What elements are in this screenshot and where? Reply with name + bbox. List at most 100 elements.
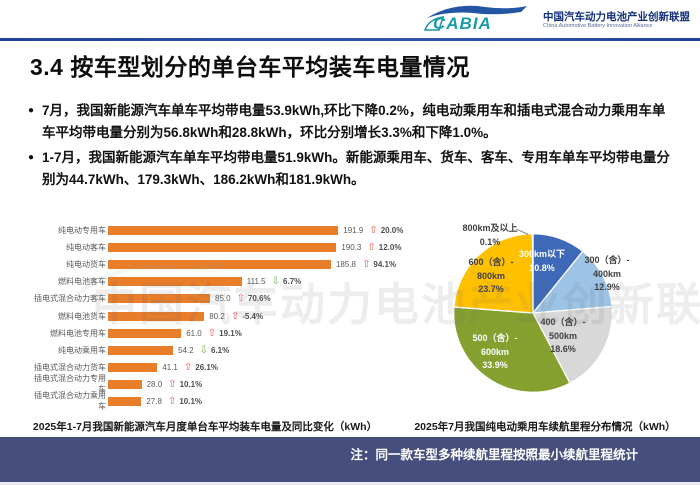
pie-slice-label: 600（含）- 800km 23.7%	[468, 257, 514, 294]
bar-value-label: 28.0	[146, 379, 163, 389]
bullet-list: 7月，我国新能源汽车单车平均带电量53.9kWh,环比下降0.2%，纯电动乘用车…	[28, 100, 678, 194]
bar-row: 燃料电池专用车 61.0 ⇧ 19.1%	[30, 325, 400, 342]
bar-row: 插电式混合动力乘用车 27.8 ⇧ 10.1%	[30, 391, 400, 412]
bottom-strip	[0, 482, 700, 485]
pie-slice-label: 800km及以上 0.1%	[462, 223, 518, 247]
org-name-en: China Automotive Battery Innovation Alli…	[543, 22, 653, 29]
bar-row: 燃料电池货车 80.2 ⇧ -5.4%	[30, 307, 400, 324]
bar-category-label: 插电式混合动力客车	[34, 294, 106, 304]
bar-yoy-label: 6.1%	[211, 345, 230, 355]
logo-block: CABIA 中国汽车动力电池产业创新联盟 China Automotive Ba…	[423, 4, 690, 36]
bar-chart-title: 2025年1-7月我国新能源汽车月度单台车平均装车电量及同比变化（kWh）	[32, 421, 378, 433]
bar	[108, 396, 142, 406]
bar-row: 插电式混合动力货车 41.1 ⇧ 26.1%	[30, 359, 400, 376]
bar	[108, 345, 174, 355]
logo-text: CABIA	[433, 14, 492, 33]
bar-category-label: 燃料电池客车	[58, 277, 106, 287]
bar-yoy-label: 10.1%	[179, 396, 203, 406]
bar-category-label: 纯电动客车	[66, 243, 106, 253]
bar	[108, 362, 158, 372]
down-arrow-icon: ⇩	[199, 344, 208, 356]
pie-svg	[453, 228, 613, 393]
pie-slice-label: 400（含）- 500km 18.6%	[540, 317, 586, 354]
bar-value-label: 80.2	[209, 311, 225, 321]
car-swoosh-icon	[423, 5, 527, 31]
bar-chart: 纯电动专用车 191.9 ⇧ 20.0% 纯电动客车 190.3 ⇧ 12.0% 纯电动货车 18…	[30, 222, 403, 412]
bar-value-label: 111.5	[246, 277, 266, 287]
bar	[108, 328, 182, 338]
bar-row: 插电式混合动力专用车 28.0 ⇧ 10.1%	[30, 374, 400, 395]
bar-category-label: 纯电动乘用车	[58, 345, 106, 355]
bar-category-label: 插电式混合动力乘用车	[34, 391, 106, 412]
bar-yoy-label: 19.1%	[219, 328, 242, 338]
bar-value-label: 54.2	[178, 345, 194, 355]
pie-chart-title: 2025年7月我国纯电动乘用车续航里程分布情况（kWh）	[414, 421, 676, 433]
pie-slice	[453, 233, 534, 314]
up-arrow-icon: ⇧	[168, 378, 177, 390]
bar-category-label: 燃料电池专用车	[50, 328, 106, 338]
bar-yoy-label: -5.4%	[242, 311, 264, 321]
bar-row: 纯电动乘用车 54.2 ⇩ 6.1%	[30, 342, 400, 359]
up-arrow-icon: ⇧	[367, 242, 376, 254]
up-arrow-icon: ⇧	[230, 310, 240, 322]
bar	[108, 243, 337, 253]
bar-category-label: 插电式混合动力货车	[34, 362, 106, 372]
header-divider	[0, 38, 700, 41]
bar-value-label: 190.3	[341, 243, 362, 253]
bar-category-label: 纯电动专用车	[58, 226, 106, 236]
bar-row: 纯电动货车 185.8 ⇧ 94.1%	[30, 256, 400, 273]
bar-value-label: 27.8	[146, 396, 162, 406]
pie-slice-label: 300km以下 10.8%	[518, 249, 566, 273]
header: CABIA 中国汽车动力电池产业创新联盟 China Automotive Ba…	[0, 0, 700, 38]
page-title: 3.4 按车型划分的单台车平均装车电量情况	[30, 54, 470, 80]
bar-category-label: 插电式混合动力专用车	[34, 374, 106, 395]
pie-slice-label: 300（含）- 400km 12.9%	[584, 255, 630, 292]
bar	[108, 294, 210, 304]
pie-chart: 300km以下 10.8% 300（含）- 400km 12.9% 400（含）…	[400, 218, 690, 418]
up-arrow-icon: ⇧	[167, 395, 177, 407]
bar	[108, 311, 205, 321]
bar-yoy-label: 10.1%	[179, 379, 203, 389]
bar-chart-rows: 纯电动专用车 191.9 ⇧ 20.0% 纯电动客车 190.3 ⇧ 12.0% 纯电动货车 18…	[30, 222, 403, 412]
bar	[108, 379, 142, 389]
bullet-text: 1-7月，我国新能源汽车单车平均带电量51.9kWh。新能源乘用车、货车、客车、…	[42, 150, 670, 187]
bullet-item: 1-7月，我国新能源汽车单车平均带电量51.9kWh。新能源乘用车、货车、客车、…	[28, 147, 678, 191]
bullet-text: 7月，我国新能源汽车单车平均带电量53.9kWh,环比下降0.2%，纯电动乘用车…	[42, 103, 666, 140]
bar-category-label: 燃料电池货车	[58, 311, 106, 321]
bar	[108, 226, 339, 236]
bar-row: 插电式混合动力客车 85.0 ⇧ 70.6%	[30, 290, 400, 307]
footer-note: 注：同一款车型多种续航里程按照最小续航里程统计	[350, 448, 638, 462]
bar-yoy-label: 12.0%	[378, 243, 402, 253]
up-arrow-icon: ⇧	[236, 293, 245, 305]
footer: 注：同一款车型多种续航里程按照最小续航里程统计	[0, 437, 700, 482]
pie-slice-label: 500（含）- 600km 33.9%	[472, 333, 518, 370]
pie-slices	[453, 233, 613, 393]
bar-yoy-label: 26.1%	[195, 362, 218, 372]
down-arrow-icon: ⇩	[271, 276, 281, 288]
cabia-logo: CABIA	[423, 4, 535, 36]
org-names: 中国汽车动力电池产业创新联盟 China Automotive Battery …	[543, 11, 690, 29]
bar	[108, 277, 242, 287]
bar-yoy-label: 70.6%	[247, 294, 271, 304]
bar-value-label: 185.8	[335, 260, 356, 270]
org-name-cn: 中国汽车动力电池产业创新联盟	[543, 10, 690, 23]
pie-slice	[453, 306, 571, 393]
pie-leader-line	[516, 228, 529, 236]
bar-row: 纯电动客车 190.3 ⇧ 12.0%	[30, 239, 402, 256]
bar-category-label: 纯电动货车	[66, 260, 106, 270]
up-arrow-icon: ⇧	[207, 327, 217, 339]
bar-value-label: 191.9	[343, 226, 364, 236]
bar-value-label: 61.0	[186, 328, 202, 338]
bar-yoy-label: 6.7%	[283, 277, 302, 287]
bar	[108, 260, 331, 270]
pie-slice	[531, 250, 613, 314]
bar-value-label: 85.0	[215, 294, 231, 304]
bullet-item: 7月，我国新能源汽车单车平均带电量53.9kWh,环比下降0.2%，纯电动乘用车…	[28, 100, 678, 144]
bar-row: 燃料电池客车 111.5 ⇩ 6.7%	[30, 273, 400, 290]
up-arrow-icon: ⇧	[361, 259, 371, 271]
up-arrow-icon: ⇧	[183, 361, 193, 373]
bar-yoy-label: 94.1%	[373, 260, 397, 270]
bar-row: 纯电动专用车 191.9 ⇧ 20.0%	[30, 222, 403, 239]
pie-slice	[531, 305, 613, 385]
up-arrow-icon: ⇧	[369, 225, 378, 237]
